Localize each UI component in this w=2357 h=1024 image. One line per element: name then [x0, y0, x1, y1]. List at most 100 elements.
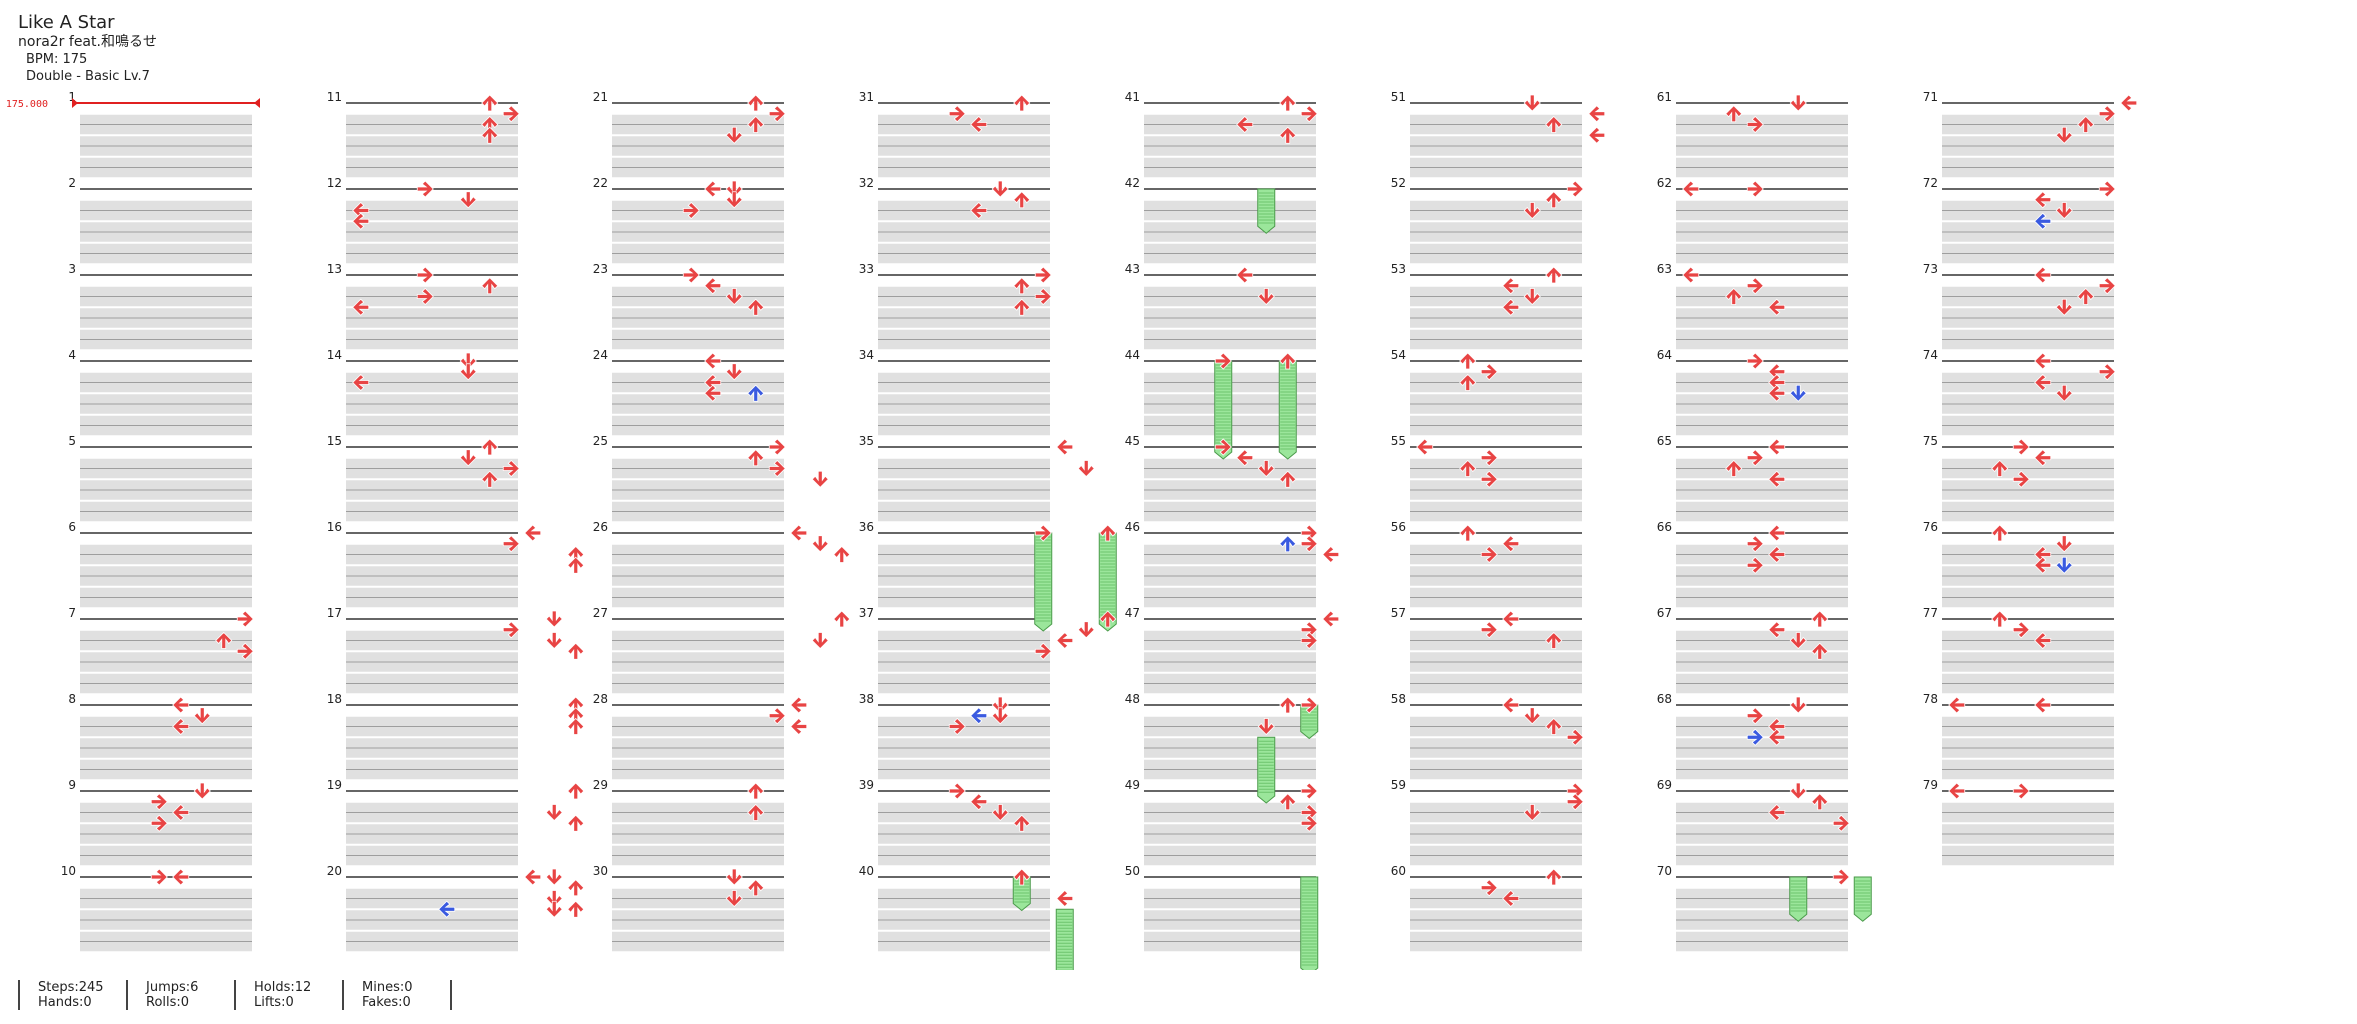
- step-arrow-icon-shape: [1545, 717, 1563, 735]
- step-arrow-icon-shape: [1099, 524, 1117, 542]
- measure-number: 51: [1391, 90, 1406, 104]
- step-arrow-icon: [481, 94, 499, 112]
- step-arrow-icon-shape: [481, 470, 499, 488]
- step-arrow-icon-shape: [1948, 782, 1966, 800]
- step-arrow-icon: [1746, 449, 1764, 467]
- step-arrow-icon: [1545, 191, 1563, 209]
- step-arrow-icon-shape: [1566, 180, 1584, 198]
- measure: 23: [593, 262, 784, 350]
- step-arrow-icon: [1300, 105, 1318, 123]
- step-arrow-icon: [1459, 524, 1477, 542]
- measure-number: 79: [1923, 778, 1938, 792]
- step-arrow-icon-shape: [545, 804, 563, 822]
- step-arrow-icon: [991, 180, 1009, 198]
- step-arrow-icon-shape: [1682, 266, 1700, 284]
- step-arrow-icon: [1236, 115, 1254, 134]
- step-arrow-icon: [1480, 449, 1498, 467]
- step-arrow-icon: [545, 610, 563, 628]
- measure: 39: [859, 778, 1050, 866]
- measure-number: 14: [327, 348, 342, 362]
- step-arrow-icon-shape: [545, 632, 563, 650]
- step-arrow-icon: [524, 524, 542, 542]
- measure: 45: [1125, 434, 1316, 522]
- eighth-arrow-icon-shape: [747, 384, 765, 402]
- step-arrow-icon-shape: [2012, 470, 2030, 488]
- step-arrow-icon-shape: [1768, 384, 1786, 402]
- step-arrow-icon-shape: [1523, 288, 1541, 306]
- measure: 40: [859, 864, 1050, 952]
- step-arrow-icon: [1257, 718, 1275, 736]
- step-arrow-icon: [747, 449, 765, 467]
- measure-number: 78: [1923, 692, 1938, 706]
- step-arrow-icon: [811, 470, 829, 488]
- step-arrow-icon-shape: [1725, 105, 1743, 123]
- step-arrow-icon: [524, 868, 542, 886]
- step-arrow-icon-shape: [725, 191, 743, 209]
- step-arrow-icon: [545, 804, 563, 822]
- stats-bar: Steps:245 Hands:0 Jumps:6 Rolls:0 Holds:…: [18, 980, 452, 1010]
- step-arrow-icon: [2034, 266, 2052, 284]
- measure-number: 15: [327, 434, 342, 448]
- step-arrow-icon-shape: [790, 717, 808, 736]
- measure-number: 72: [1923, 176, 1938, 190]
- step-arrow-icon: [811, 535, 829, 553]
- measure-number: 1: [68, 90, 76, 104]
- hold-note: [1257, 736, 1276, 804]
- song-artist: nora2r feat.和鳴るせ: [18, 34, 157, 50]
- step-arrow-icon-shape: [1279, 793, 1297, 811]
- measure-number: 52: [1391, 176, 1406, 190]
- measure: 14: [327, 348, 518, 436]
- step-arrow-icon-shape: [1502, 610, 1520, 628]
- step-arrow-icon-shape: [1013, 94, 1031, 112]
- step-arrow-icon-shape: [1480, 621, 1498, 639]
- step-arrow-icon-shape: [833, 610, 851, 628]
- step-arrow-icon: [1480, 363, 1498, 381]
- step-arrow-icon: [502, 105, 520, 123]
- measure: 62: [1657, 176, 1848, 264]
- step-arrow-icon: [1588, 105, 1606, 123]
- step-arrow-icon-shape: [352, 298, 370, 316]
- step-arrow-icon-shape: [1588, 105, 1606, 123]
- measure: 30: [593, 864, 784, 952]
- step-arrow-icon-shape: [725, 890, 743, 908]
- step-arrow-icon: [725, 191, 743, 209]
- measure: 18: [327, 692, 518, 780]
- measure: 15: [327, 434, 518, 522]
- step-arrow-icon-shape: [1545, 868, 1563, 886]
- step-arrow-icon-shape: [481, 94, 499, 112]
- measure: 31: [859, 90, 1050, 178]
- step-arrow-icon-shape: [2012, 438, 2030, 456]
- step-arrow-icon: [948, 782, 966, 800]
- step-arrow-icon-shape: [1991, 459, 2009, 477]
- step-arrow-icon: [747, 115, 765, 133]
- step-arrow-icon-shape: [768, 105, 786, 123]
- measure: 71: [1923, 90, 2114, 178]
- step-arrow-icon: [725, 868, 743, 886]
- stats-end-divider: [450, 980, 452, 1010]
- step-arrow-icon: [1682, 266, 1700, 284]
- step-arrow-icon-shape: [1746, 180, 1764, 198]
- measure: 34: [859, 348, 1050, 436]
- measure-number: 32: [859, 176, 874, 190]
- hold-note: [1012, 876, 1031, 912]
- measure: 12: [327, 176, 518, 264]
- step-arrow-icon: [1725, 287, 1743, 305]
- step-arrow-icon-shape: [1013, 191, 1031, 209]
- step-arrow-icon: [991, 707, 1009, 725]
- step-arrow-icon: [172, 803, 190, 822]
- step-arrow-icon: [2034, 191, 2052, 209]
- stat-mines: Mines:0: [362, 980, 413, 995]
- step-arrow-icon: [416, 287, 434, 306]
- step-arrow-icon-shape: [1279, 696, 1297, 714]
- step-arrow-icon-shape: [682, 266, 700, 284]
- measure-number: 74: [1923, 348, 1938, 362]
- step-arrow-icon: [1991, 459, 2009, 477]
- step-arrow-icon-shape: [1459, 459, 1477, 477]
- step-arrow-icon-shape: [991, 180, 1009, 198]
- step-arrow-icon: [1056, 438, 1074, 456]
- step-arrow-icon: [991, 804, 1009, 822]
- step-arrow-icon: [459, 191, 477, 209]
- measure: 10: [61, 864, 252, 952]
- bpm-value-label: 175.000: [6, 99, 48, 110]
- measure: 32: [859, 176, 1050, 264]
